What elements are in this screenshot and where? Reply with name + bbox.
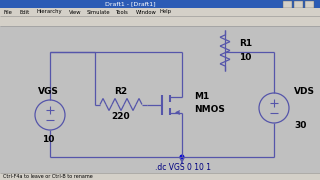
Text: Ctrl-F4a to leave or Ctrl-B to rename: Ctrl-F4a to leave or Ctrl-B to rename	[3, 174, 93, 179]
Text: Hierarchy: Hierarchy	[36, 10, 62, 15]
Bar	[0, 16, 320, 26]
Text: 220: 220	[112, 112, 130, 121]
Text: R2: R2	[115, 87, 128, 96]
Circle shape	[180, 154, 185, 159]
Text: 30: 30	[294, 122, 306, 130]
Text: File: File	[3, 10, 12, 15]
Text: Window: Window	[136, 10, 156, 15]
Text: 10: 10	[239, 53, 252, 62]
Bar	[0, 8, 320, 16]
Text: Tools: Tools	[116, 10, 129, 15]
Text: 10: 10	[42, 134, 54, 143]
Bar	[283, 1, 292, 8]
Bar	[0, 0, 320, 8]
Text: R1: R1	[239, 39, 252, 48]
Text: Help: Help	[159, 10, 171, 15]
Text: M1: M1	[194, 92, 209, 101]
Text: Edit: Edit	[20, 10, 30, 15]
Text: View: View	[69, 10, 82, 15]
Text: VDS: VDS	[294, 87, 315, 96]
Text: Simulate: Simulate	[86, 10, 110, 15]
Text: VGS: VGS	[37, 87, 59, 96]
Text: .dc VGS 0 10 1: .dc VGS 0 10 1	[155, 163, 211, 172]
Text: NMOS: NMOS	[194, 105, 225, 114]
Bar	[0, 173, 320, 180]
Text: Draft1 - [Draft1]: Draft1 - [Draft1]	[105, 1, 155, 6]
Bar	[305, 1, 314, 8]
Bar	[294, 1, 303, 8]
